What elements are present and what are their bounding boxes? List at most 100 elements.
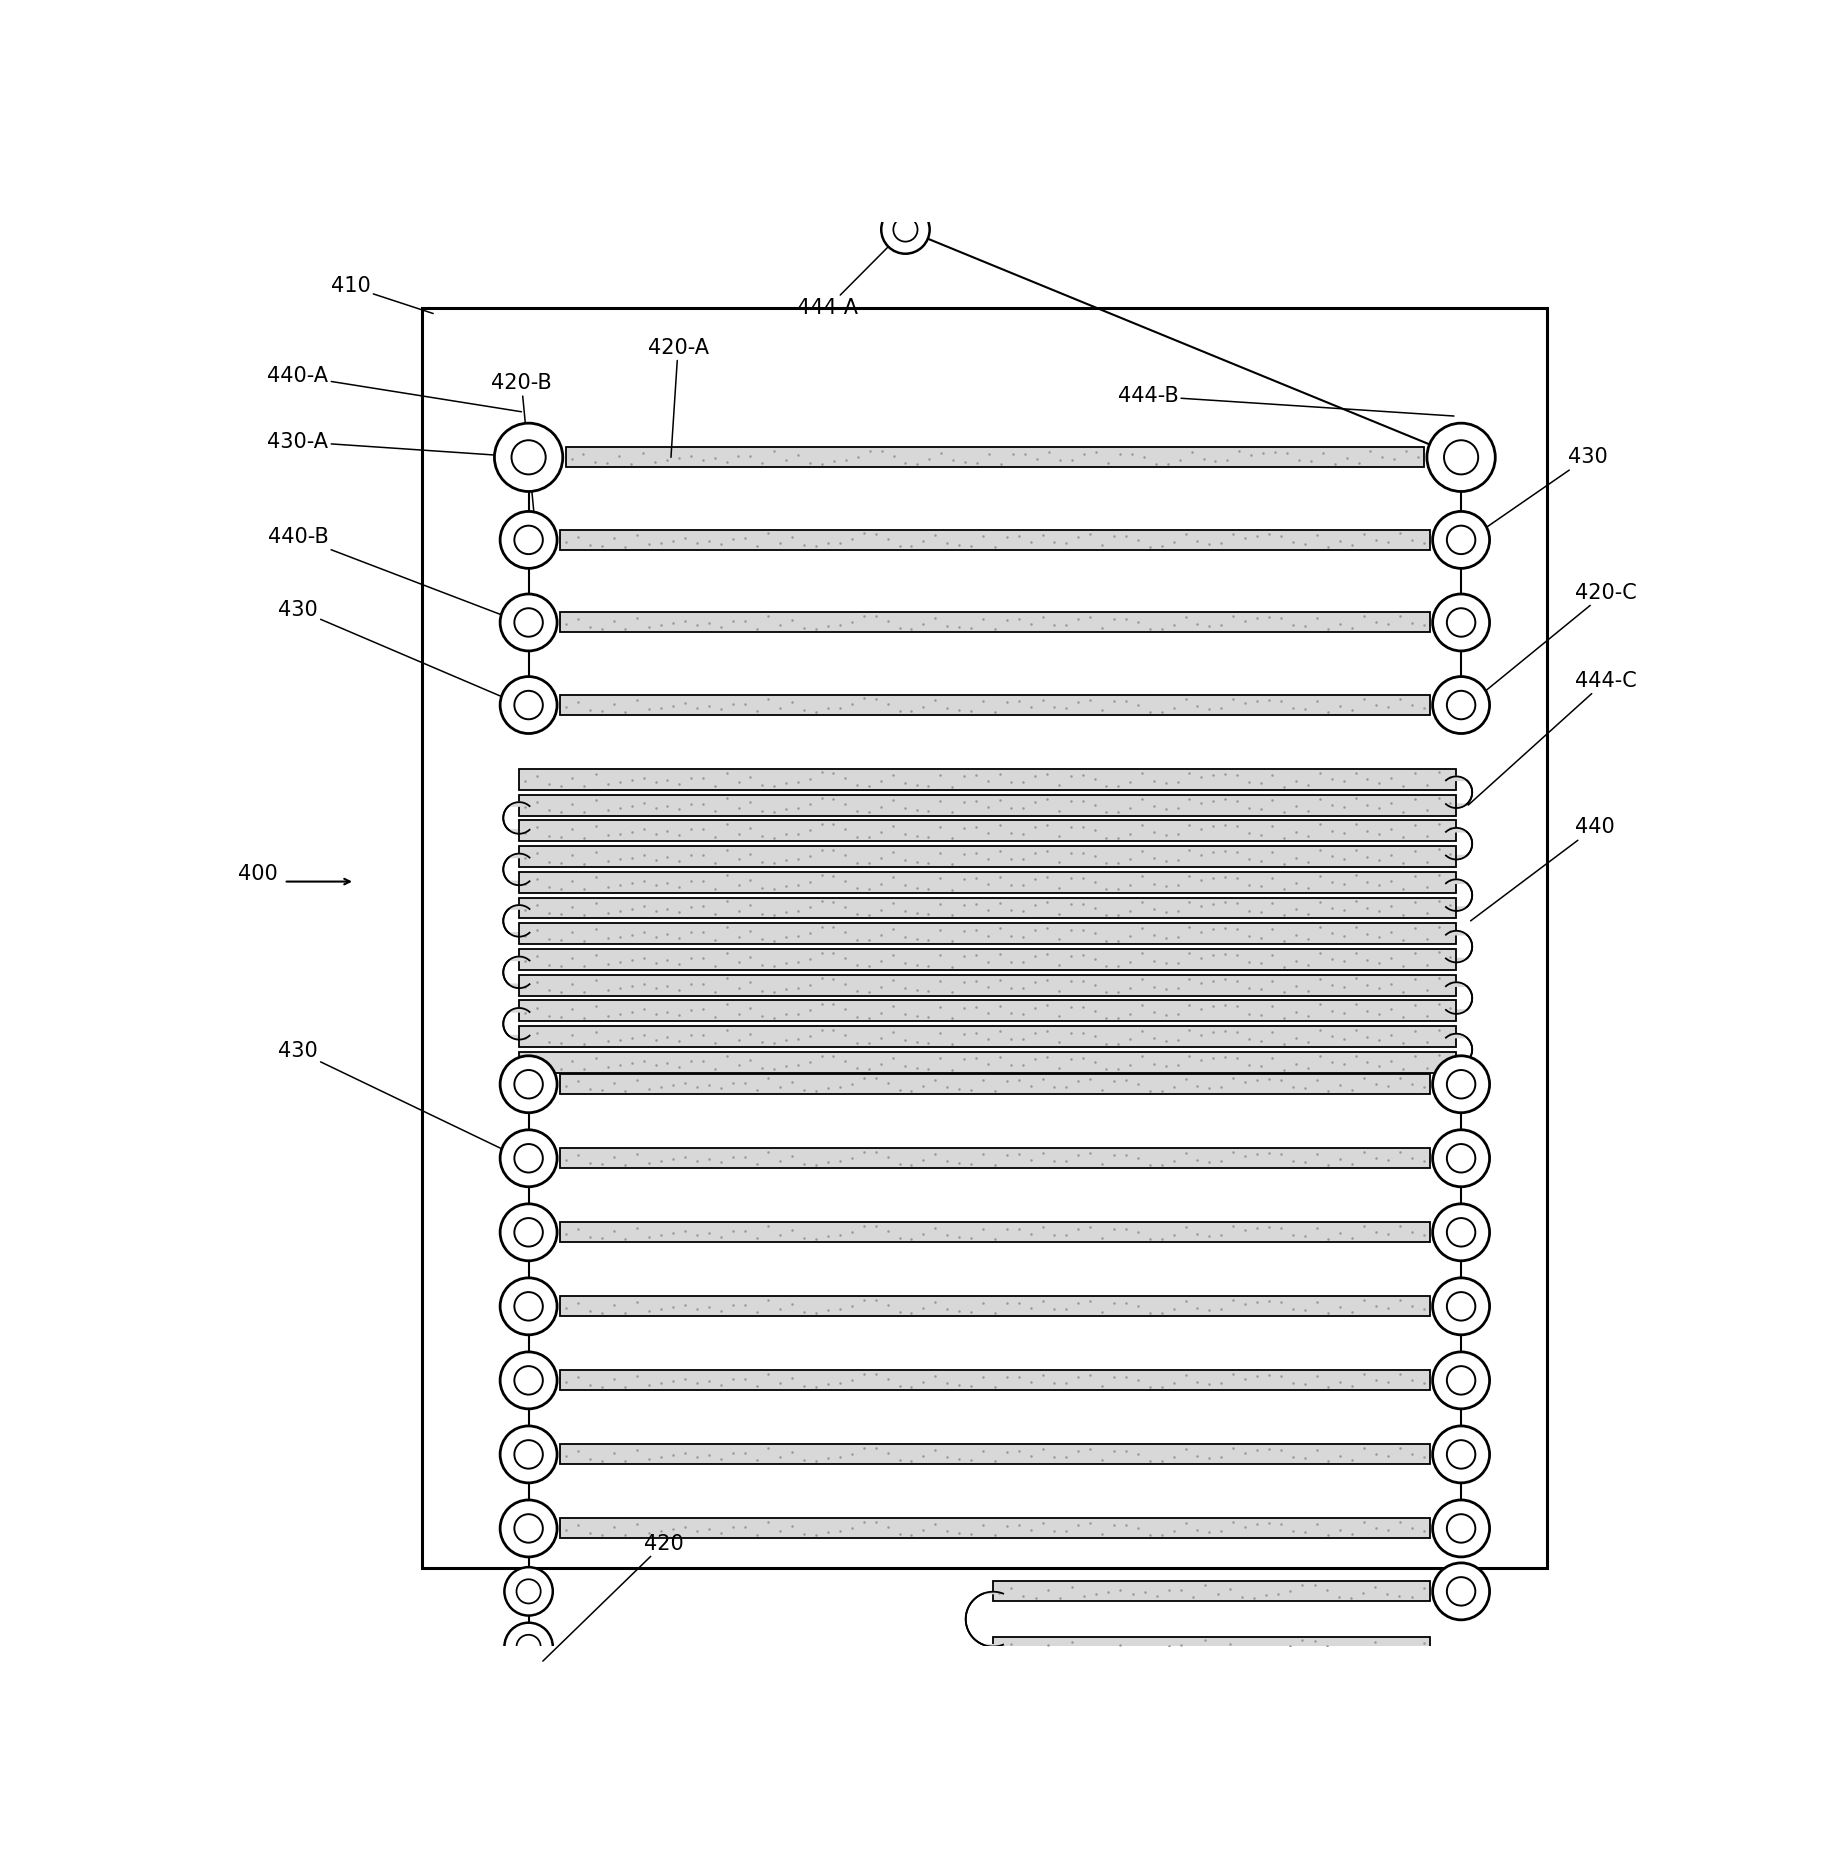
Polygon shape xyxy=(560,1075,1429,1093)
Circle shape xyxy=(514,1365,544,1395)
Circle shape xyxy=(1433,1056,1490,1112)
Polygon shape xyxy=(560,1519,1429,1539)
Circle shape xyxy=(1433,677,1490,733)
Circle shape xyxy=(514,1513,544,1543)
Circle shape xyxy=(514,1143,544,1173)
Circle shape xyxy=(882,205,930,253)
Polygon shape xyxy=(503,803,529,834)
Circle shape xyxy=(500,1130,557,1186)
Text: 430-A: 430-A xyxy=(268,431,529,457)
Text: 444-A: 444-A xyxy=(797,244,891,318)
Circle shape xyxy=(1448,609,1475,636)
Circle shape xyxy=(1448,690,1475,720)
Circle shape xyxy=(505,1622,553,1671)
Circle shape xyxy=(500,1500,557,1558)
Circle shape xyxy=(500,677,557,733)
Circle shape xyxy=(500,1056,557,1112)
Polygon shape xyxy=(520,949,1457,969)
Circle shape xyxy=(1433,1278,1490,1336)
Text: 420-A: 420-A xyxy=(648,339,709,457)
Polygon shape xyxy=(520,923,1457,944)
Circle shape xyxy=(500,1426,557,1484)
Circle shape xyxy=(1433,511,1490,568)
Circle shape xyxy=(1448,1069,1475,1099)
Polygon shape xyxy=(503,853,529,884)
Polygon shape xyxy=(520,1001,1457,1021)
Circle shape xyxy=(511,440,546,474)
Polygon shape xyxy=(994,1582,1429,1602)
Circle shape xyxy=(500,511,557,568)
Polygon shape xyxy=(520,975,1457,995)
Circle shape xyxy=(494,424,562,492)
Polygon shape xyxy=(503,956,529,988)
Polygon shape xyxy=(503,1008,529,1040)
Circle shape xyxy=(1448,525,1475,555)
Polygon shape xyxy=(520,1053,1457,1073)
Circle shape xyxy=(1433,1500,1490,1558)
Polygon shape xyxy=(1446,1034,1471,1066)
Polygon shape xyxy=(560,1149,1429,1167)
Text: 444-B: 444-B xyxy=(1117,387,1455,416)
Circle shape xyxy=(505,1567,553,1615)
Circle shape xyxy=(1433,1204,1490,1262)
Polygon shape xyxy=(520,1027,1457,1047)
Text: 440: 440 xyxy=(1471,818,1615,921)
Polygon shape xyxy=(560,1371,1429,1391)
Circle shape xyxy=(1448,1291,1475,1321)
Polygon shape xyxy=(520,897,1457,918)
Polygon shape xyxy=(994,1637,1429,1658)
Polygon shape xyxy=(560,696,1429,714)
Polygon shape xyxy=(1446,777,1471,808)
Circle shape xyxy=(1433,1563,1490,1621)
Circle shape xyxy=(500,594,557,651)
Polygon shape xyxy=(560,1297,1429,1317)
Circle shape xyxy=(514,1217,544,1247)
Circle shape xyxy=(1448,1143,1475,1173)
Circle shape xyxy=(1433,1426,1490,1484)
Circle shape xyxy=(500,1352,557,1410)
Text: 444-C: 444-C xyxy=(1468,672,1637,805)
Polygon shape xyxy=(1446,982,1471,1014)
Circle shape xyxy=(516,1580,540,1604)
Text: 430: 430 xyxy=(1468,448,1607,540)
Circle shape xyxy=(516,1635,540,1659)
Polygon shape xyxy=(560,529,1429,549)
Text: 440-A: 440-A xyxy=(268,366,522,413)
Circle shape xyxy=(1433,1352,1490,1410)
Circle shape xyxy=(514,609,544,636)
Circle shape xyxy=(1433,594,1490,651)
Circle shape xyxy=(514,1439,544,1469)
Circle shape xyxy=(514,690,544,720)
Polygon shape xyxy=(560,1223,1429,1243)
Polygon shape xyxy=(520,770,1457,790)
Polygon shape xyxy=(1446,931,1471,962)
Circle shape xyxy=(1448,1513,1475,1543)
Circle shape xyxy=(514,525,544,555)
Polygon shape xyxy=(520,845,1457,868)
Circle shape xyxy=(1448,1439,1475,1469)
Circle shape xyxy=(1448,1578,1475,1606)
Text: 440-B: 440-B xyxy=(268,527,522,622)
Circle shape xyxy=(893,218,917,242)
Polygon shape xyxy=(1446,879,1471,910)
Circle shape xyxy=(514,1069,544,1099)
Polygon shape xyxy=(566,448,1424,468)
Circle shape xyxy=(1448,1365,1475,1395)
Circle shape xyxy=(1444,440,1479,474)
Text: 410: 410 xyxy=(331,276,434,313)
Polygon shape xyxy=(520,820,1457,842)
Text: 420-B: 420-B xyxy=(490,374,551,531)
Polygon shape xyxy=(520,871,1457,894)
Polygon shape xyxy=(1446,829,1471,860)
Polygon shape xyxy=(520,796,1457,816)
Circle shape xyxy=(1433,1130,1490,1186)
Polygon shape xyxy=(560,612,1429,633)
Circle shape xyxy=(1448,1217,1475,1247)
Circle shape xyxy=(514,1291,544,1321)
Circle shape xyxy=(1427,424,1495,492)
Text: 420: 420 xyxy=(544,1534,683,1661)
Circle shape xyxy=(500,1278,557,1336)
Polygon shape xyxy=(503,905,529,936)
Text: 430: 430 xyxy=(277,599,522,705)
Circle shape xyxy=(500,1204,557,1262)
